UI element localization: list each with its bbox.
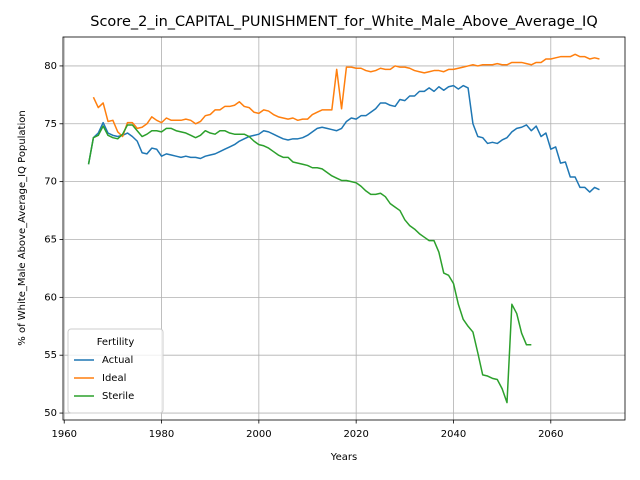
y-tick-label: 60 [44, 292, 57, 303]
legend-box [67, 328, 164, 414]
y-tick-label: 50 [44, 408, 57, 419]
legend-label: Actual [102, 355, 133, 366]
y-tick-label: 70 [44, 177, 57, 188]
x-tick-label: 2000 [246, 429, 271, 440]
axes-frame [62, 36, 626, 421]
y-tick-label: 55 [44, 350, 57, 361]
x-tick-label: 2060 [538, 429, 563, 440]
x-tick-label: 1960 [51, 429, 76, 440]
line [92, 53, 600, 138]
line [87, 84, 600, 193]
y-axis-label: % of White_Male Above_Average_IQ Populat… [17, 110, 28, 345]
line [87, 124, 532, 404]
legend-title: Fertility [97, 337, 135, 348]
chart-title: Score_2_in_CAPITAL_PUNISHMENT_for_White_… [90, 14, 598, 30]
y-tick-label: 80 [44, 61, 57, 72]
x-axis-label: Years [330, 452, 357, 463]
y-tick-label: 75 [44, 119, 57, 130]
x-tick-label: 2040 [441, 429, 466, 440]
x-tick-label: 1980 [149, 429, 174, 440]
legend-label: Sterile [102, 391, 134, 402]
x-tick-label: 2020 [343, 429, 368, 440]
legend-label: Ideal [102, 373, 126, 384]
y-tick-label: 65 [44, 234, 57, 245]
